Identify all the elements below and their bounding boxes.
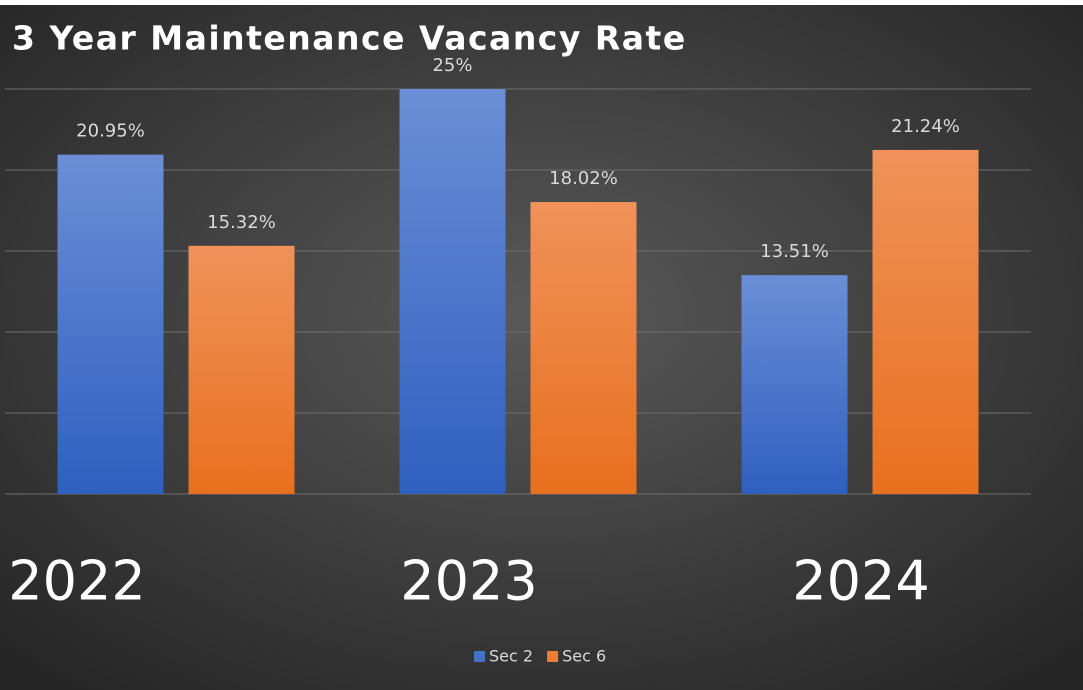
data-label: 18.02% — [549, 168, 618, 189]
data-label: 21.24% — [891, 116, 960, 137]
x-tick-label: 2023 — [400, 550, 537, 613]
bar — [188, 245, 295, 494]
legend-swatch — [547, 651, 559, 662]
x-tick-label: 2024 — [792, 550, 929, 613]
data-label: 13.51% — [760, 241, 829, 262]
data-label: 25% — [432, 55, 472, 76]
bar — [741, 275, 848, 494]
bar — [872, 149, 979, 495]
bar — [530, 202, 637, 495]
legend-label: Sec 6 — [562, 647, 606, 666]
legend-swatch — [474, 651, 485, 662]
bar — [57, 154, 164, 495]
legend-label: Sec 2 — [489, 647, 533, 666]
x-tick-label: 2022 — [8, 550, 145, 613]
data-label: 15.32% — [207, 212, 276, 233]
bar — [399, 89, 506, 494]
data-label: 20.95% — [76, 121, 145, 142]
chart-title: 3 Year Maintenance Vacancy Rate — [12, 19, 687, 58]
